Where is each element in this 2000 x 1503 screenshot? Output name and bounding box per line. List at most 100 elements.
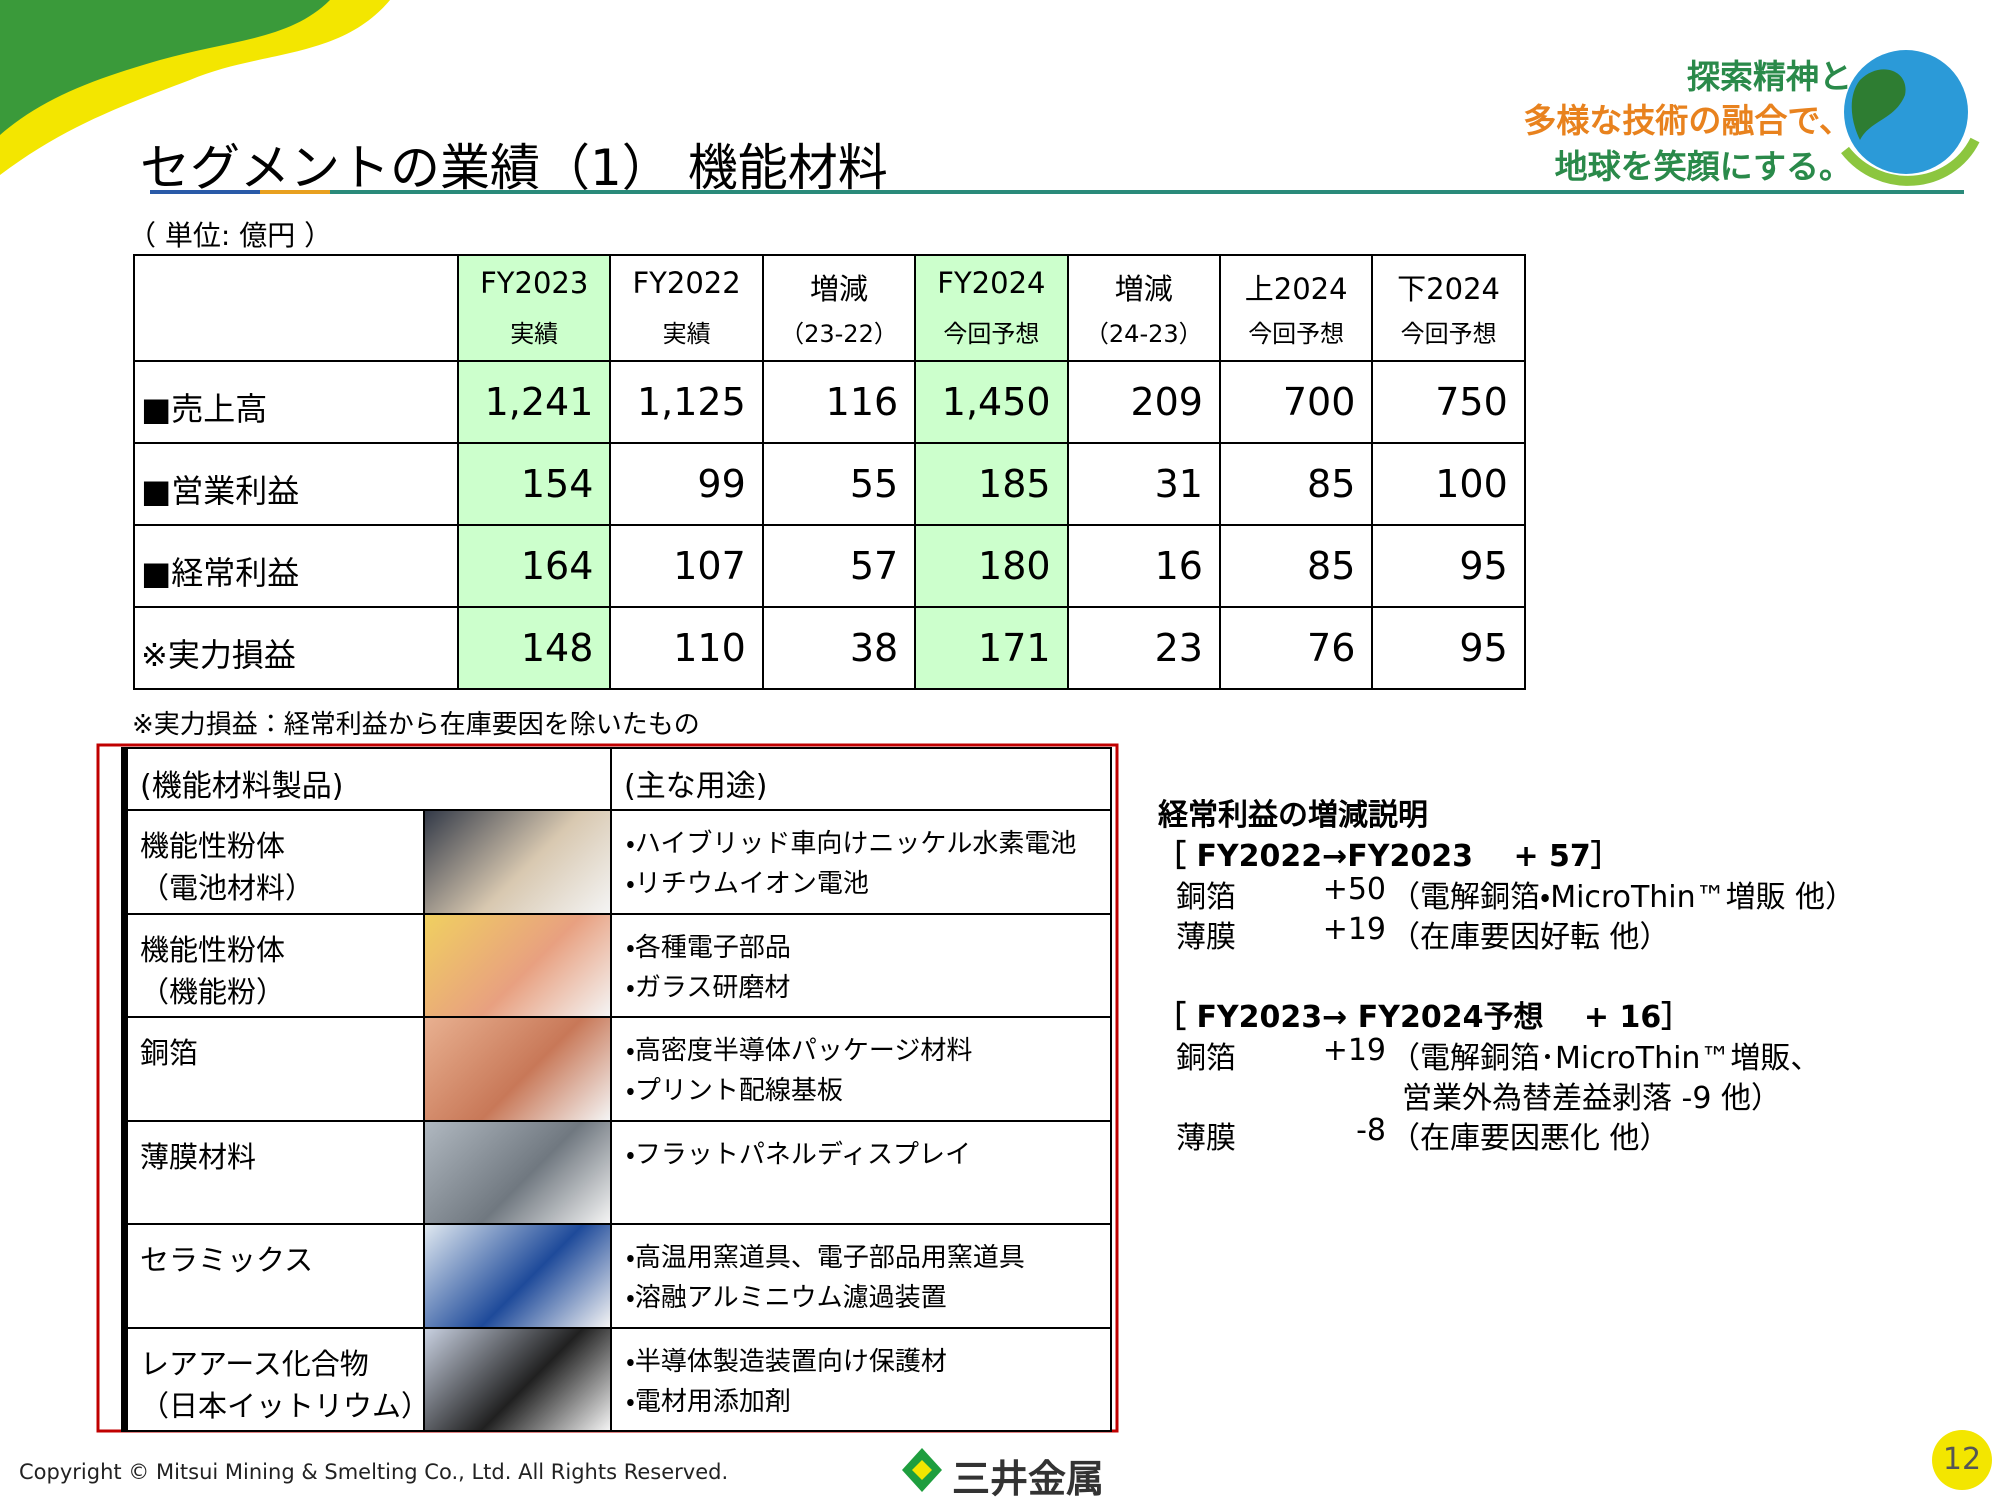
- column-title: 増減: [809, 272, 868, 306]
- change-amount: +19: [1322, 1033, 1386, 1068]
- change-item: 薄膜: [1176, 1121, 1236, 1156]
- column-title: 増減: [1114, 272, 1173, 306]
- product-uses-cell: ・フラットパネルディスプレイ: [610, 1119, 1112, 1225]
- change-item: 銅箔: [1176, 1041, 1236, 1076]
- change-detail: （在庫要因悪化 他）: [1390, 1121, 1670, 1156]
- product-uses-cell: ・ハイブリッド車向けニッケル水素電池 ・リチウムイオン電池: [610, 809, 1112, 915]
- change-amount: -8: [1356, 1113, 1386, 1148]
- value-cell: 31: [1066, 442, 1221, 526]
- value-cell: 55: [761, 442, 917, 526]
- column-title: FY2024: [937, 266, 1046, 300]
- change-detail: （在庫要因好転 他）: [1390, 920, 1670, 955]
- value-cell: 750: [1371, 360, 1526, 444]
- value: 99: [697, 462, 746, 506]
- product-use: ・リチウムイオン電池: [626, 869, 869, 899]
- value: 110: [673, 626, 746, 670]
- row-label: ■経常利益: [141, 554, 300, 592]
- header-cell: 上2024 今回予想: [1219, 254, 1374, 362]
- value-cell: 107: [609, 524, 764, 608]
- product-uses-cell: ・高密度半導体パッケージ材料 ・プリント配線基板: [610, 1016, 1112, 1122]
- product-uses-cell: ・高温用窯道具、電子部品用窯道具 ・溶融アルミニウム濾過装置: [610, 1223, 1112, 1329]
- value-cell: 100: [1371, 442, 1526, 526]
- value-cell: 95: [1371, 606, 1526, 690]
- company-logo-mark: [912, 1460, 932, 1480]
- row-label-cell: ■営業利益: [133, 442, 459, 526]
- row-label-cell: ■売上高: [133, 360, 459, 444]
- product-name-cell: 機能性粉体 （電池材料）: [121, 809, 425, 915]
- product-use: ・半導体製造装置向け保護材: [626, 1346, 947, 1377]
- change-detail: （電解銅箔･MicroThin™増販、: [1390, 1041, 1821, 1076]
- explanation-title: 経常利益の増減説明: [1158, 798, 1428, 833]
- header-cell: FY2024 今回予想: [914, 254, 1069, 362]
- value: 750: [1435, 380, 1508, 424]
- product-image-cell: [423, 1326, 612, 1432]
- product-name: （電池材料）: [140, 871, 315, 905]
- product-name: セラミックス: [140, 1243, 314, 1277]
- column-title: 上2024: [1244, 272, 1348, 306]
- value-cell: 164: [457, 524, 612, 608]
- product-name-cell: 薄膜材料: [121, 1119, 425, 1225]
- column-subtitle: 今回予想: [943, 320, 1040, 348]
- product-name: （日本イットリウム）: [140, 1388, 431, 1423]
- value-cell: 95: [1371, 524, 1526, 608]
- product-image-cell: [423, 1223, 612, 1329]
- product-name: 機能性粉体: [140, 829, 286, 863]
- explanation-heading: ［ FY2022→FY2023 + 57］: [1156, 839, 1621, 874]
- product-name: （機能粉）: [140, 974, 286, 1009]
- value: 164: [520, 544, 594, 588]
- product-use: ・溶融アルミニウム濾過装置: [626, 1283, 947, 1313]
- product-use: ・ハイブリッド車向けニッケル水素電池: [626, 829, 1077, 859]
- value: 95: [1459, 544, 1508, 588]
- header-cell: 増減 （24-23）: [1066, 254, 1221, 362]
- explanation-heading: ［ FY2023→ FY2024予想 + 16］: [1156, 1000, 1692, 1035]
- products-header-text: (機能材料製品): [140, 769, 344, 804]
- change-detail: 営業外為替差益剥落 -9 他）: [1402, 1081, 1781, 1116]
- value-cell: 116: [761, 360, 917, 444]
- header-cell: FY2023 実績: [457, 254, 612, 362]
- slogan: 多様な技術の融合で、: [1523, 101, 1852, 140]
- value: 1,125: [636, 380, 746, 424]
- product-use: ・高密度半導体パッケージ材料: [626, 1036, 973, 1066]
- value: 209: [1130, 380, 1203, 424]
- column-title: 下2024: [1397, 272, 1500, 306]
- value: 107: [673, 544, 746, 588]
- value-cell: 76: [1219, 606, 1374, 690]
- row-label-cell: ■経常利益: [133, 524, 459, 608]
- copyright: Copyright © Mitsui Mining & Smelting Co.…: [19, 1460, 729, 1484]
- value: 180: [978, 544, 1051, 588]
- column-subtitle: （24-23）: [1084, 320, 1203, 348]
- value: 1,450: [941, 380, 1051, 424]
- product-name: 薄膜材料: [140, 1139, 257, 1174]
- company-name: 三井金属: [952, 1457, 1105, 1501]
- value-cell: 85: [1219, 442, 1374, 526]
- product-name-cell: レアアース化合物 （日本イットリウム）: [121, 1326, 430, 1432]
- value: 55: [849, 462, 899, 506]
- value-cell: 16: [1066, 524, 1221, 608]
- slogan: 探索精神と: [1687, 57, 1852, 96]
- product-use: ・高温用窯道具、電子部品用窯道具: [626, 1243, 1025, 1273]
- change-detail: （電解銅箔・MicroThin™増販 他）: [1390, 880, 1856, 915]
- value: 185: [978, 462, 1051, 506]
- value: 16: [1154, 544, 1203, 588]
- product-uses-cell: ・各種電子部品 ・ガラス研磨材: [610, 912, 1112, 1018]
- value: 85: [1307, 462, 1356, 506]
- column-title: FY2023: [480, 266, 589, 300]
- products-header: (機能材料製品): [121, 747, 612, 811]
- value: 38: [849, 626, 899, 670]
- value-cell: 209: [1066, 360, 1221, 444]
- change-item: 薄膜: [1176, 920, 1236, 955]
- value: 31: [1154, 462, 1203, 506]
- value-cell: 1,450: [914, 360, 1069, 444]
- value-cell: 154: [457, 442, 612, 526]
- column-subtitle: 今回予想: [1248, 320, 1345, 348]
- product-use: ・電材用添加剤: [626, 1386, 791, 1417]
- products-header-text: (主な用途): [624, 769, 768, 804]
- column-subtitle: （23-22）: [780, 320, 898, 348]
- row-label: ■営業利益: [141, 472, 300, 510]
- globe-hands: [1841, 137, 1980, 186]
- value: 171: [978, 626, 1051, 670]
- slogan: 地球を笑顔にする。: [1554, 147, 1852, 186]
- row-label: ※実力損益: [141, 636, 296, 674]
